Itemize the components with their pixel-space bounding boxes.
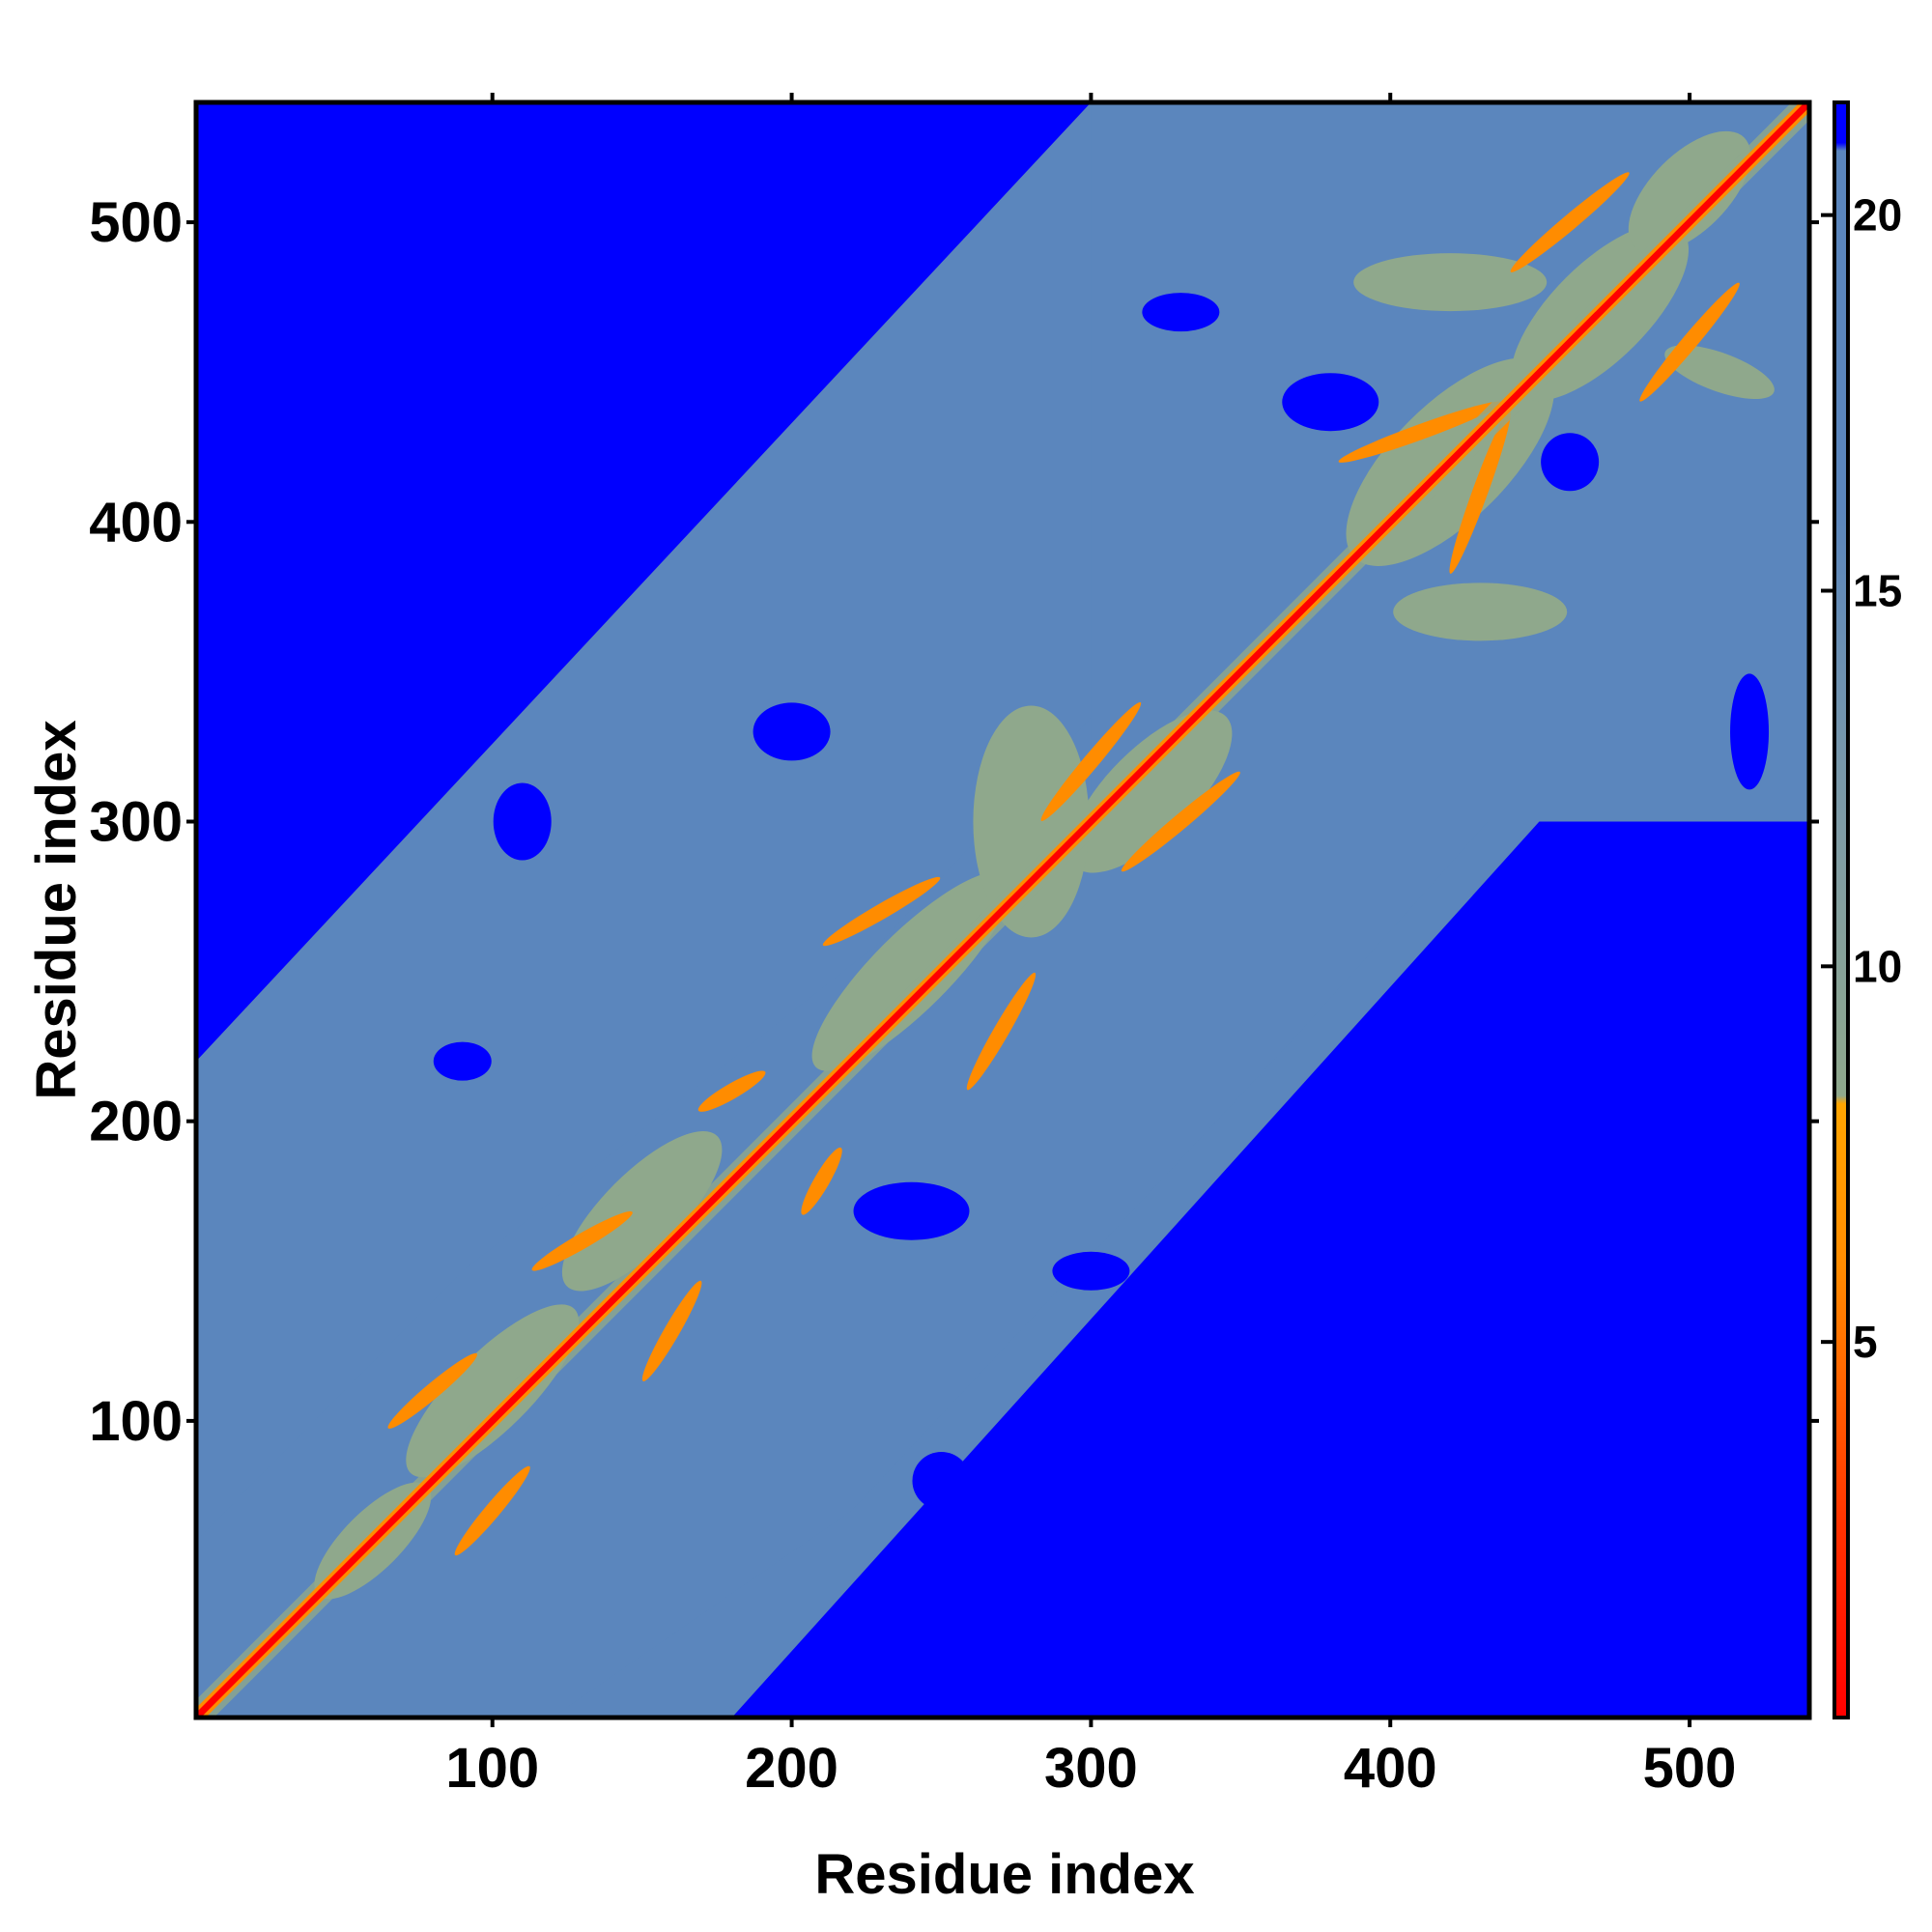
blue-hole-6 (1282, 373, 1379, 432)
mid-feature-6 (1628, 130, 1751, 254)
contact-trace-10 (1510, 172, 1630, 272)
mid-feature-0 (406, 1304, 580, 1478)
contact-trace-8 (1338, 401, 1502, 463)
y-axis: 100 200 300 400 500 (89, 191, 1819, 1453)
diagonal (196, 102, 1809, 1718)
contact-trace-12 (801, 1147, 842, 1215)
contact-trace-13 (697, 1070, 766, 1112)
y-tick-label-300: 300 (89, 790, 183, 853)
mid-feature-2 (811, 871, 1011, 1071)
blue-hole-1 (1217, 1321, 1324, 1400)
mid-feature-11 (1664, 345, 1775, 400)
colorbar-ticks: 5 10 15 20 (1821, 190, 1902, 1367)
x-tick-label-500: 500 (1643, 1737, 1737, 1800)
contact-trace-2 (531, 1210, 633, 1271)
colorbar-gradient (1834, 102, 1848, 1718)
y-tick-label-500: 500 (89, 191, 183, 254)
contact-trace-4 (822, 876, 941, 947)
blue-hole-10 (1730, 673, 1770, 790)
y-tick-label-400: 400 (89, 491, 183, 554)
x-tick-label-300: 300 (1044, 1737, 1138, 1800)
cb-tick-label-15: 15 (1853, 565, 1902, 615)
cb-tick-label-20: 20 (1853, 190, 1902, 241)
heatmap-area (196, 102, 1809, 1718)
mid-feature-1 (561, 1130, 723, 1292)
y-tick-label-100: 100 (89, 1390, 183, 1453)
plot-frame (193, 99, 1812, 1720)
mid-feature-3 (1069, 710, 1233, 873)
blue-hole-2 (753, 702, 831, 761)
blue-hole-12 (912, 1451, 971, 1510)
contact-trace-5 (966, 972, 1037, 1091)
x-tick-label-100: 100 (445, 1737, 539, 1800)
cb-tick-label-10: 10 (1853, 941, 1902, 991)
x-axis-title: Residue index (814, 1843, 1194, 1906)
mid-feature-9 (1393, 582, 1568, 641)
colorbar: 5 10 15 20 (1821, 100, 1902, 1719)
blue-hole-9 (433, 1041, 492, 1081)
blue-hole-7 (1541, 433, 1600, 492)
x-tick-label-400: 400 (1344, 1737, 1437, 1800)
contact-trace-1 (454, 1465, 530, 1556)
x-tick-label-200: 200 (745, 1737, 838, 1800)
cb-tick-label-5: 5 (1853, 1317, 1878, 1367)
contact-trace-6 (1040, 701, 1142, 821)
mid-feature-8 (1353, 253, 1548, 312)
blue-hole-4 (1403, 1332, 1558, 1449)
heatmap-layers (196, 102, 1809, 1718)
blue-hole-3 (493, 782, 552, 861)
mid-feature-7 (973, 705, 1090, 938)
blue-hole-14 (647, 438, 696, 487)
blue-hole-13 (1610, 1112, 1650, 1190)
blue-hole-5 (1542, 912, 1659, 971)
blue-hole-11 (1052, 1251, 1130, 1291)
contact-trace-9 (1449, 410, 1511, 574)
contact-trace-3 (641, 1280, 702, 1381)
y-tick-label-200: 200 (89, 1091, 183, 1153)
y-axis-title: Residue index (25, 720, 88, 1099)
contact-trace-0 (387, 1352, 478, 1429)
blue-hole-0 (853, 1181, 970, 1240)
colorbar-frame (1833, 100, 1850, 1719)
contact-trace-7 (1121, 771, 1240, 872)
x-axis: 100 200 300 400 500 (445, 93, 1736, 1800)
blue-hole-8 (1142, 293, 1220, 332)
contact-trace-11 (1639, 282, 1740, 402)
